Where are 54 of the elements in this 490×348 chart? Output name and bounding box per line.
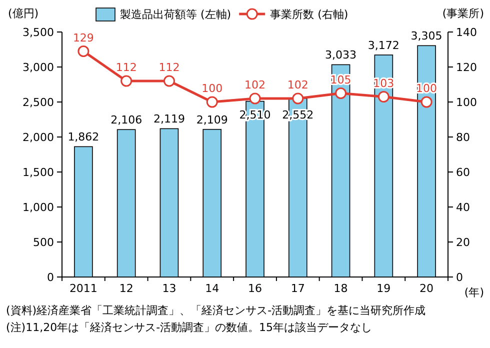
y2-axis-title: (事業所)	[442, 7, 484, 20]
y2-tick-label: 100	[456, 96, 477, 109]
data-label: 2,109	[196, 113, 228, 126]
y2-tick-label: 20	[456, 236, 470, 249]
x-tick-label: 12	[119, 282, 134, 295]
data-label: 1,862	[68, 130, 100, 144]
point	[420, 96, 432, 108]
point	[120, 75, 132, 87]
y-tick-label: 3,000	[22, 61, 54, 74]
y-tick-label: 1,000	[22, 201, 54, 214]
point	[335, 88, 347, 99]
data-label: 129	[72, 31, 94, 44]
data-label: 3,033	[325, 48, 357, 62]
y2-tick-label: 120	[456, 61, 477, 74]
data-label: 112	[158, 61, 180, 74]
data-label: 102	[287, 78, 308, 92]
y2-tick-label: 60	[456, 166, 470, 179]
x-tick-label: 13	[162, 282, 176, 295]
y2-tick-label: 140	[456, 26, 477, 39]
legend-label: 製造品出荷額等 (左軸)	[120, 8, 232, 21]
y2-tick-label: 80	[456, 131, 470, 144]
point	[163, 75, 175, 87]
y-tick-label: 0	[47, 271, 54, 284]
point	[292, 92, 304, 104]
x-axis-title: (年)	[464, 286, 484, 299]
data-label: 112	[116, 61, 137, 74]
data-label: 102	[244, 78, 266, 92]
x-tick-label: 17	[290, 282, 305, 295]
data-label: 2,106	[110, 114, 142, 127]
point	[206, 96, 218, 108]
y-tick-label: 3,500	[22, 26, 54, 39]
x-tick-label: 14	[205, 282, 220, 295]
point	[78, 46, 90, 57]
y2-tick-label: 40	[456, 201, 470, 214]
y-axis-title: (億円)	[8, 7, 39, 20]
point	[378, 91, 390, 102]
data-label: 3,172	[368, 38, 400, 52]
data-label: 3,305	[410, 30, 442, 43]
y-tick-label: 1,500	[22, 166, 54, 179]
y2-tick-label: 0	[456, 271, 463, 284]
text: (注)11,20年は「経済センサス-活動調査」の数値。15年は該当データなし	[6, 321, 372, 334]
data-label: 100	[202, 82, 223, 95]
data-label: 2,119	[153, 112, 185, 126]
y-tick-label: 2,000	[22, 131, 54, 144]
x-tick-label: 19	[376, 282, 391, 295]
y-tick-label: 500	[33, 236, 54, 249]
text: (資料)経済産業省「工業統計調査」、「経済センサス-活動調査」を基に当研究所作成	[6, 304, 426, 317]
y-tick-label: 2,500	[22, 96, 54, 109]
x-tick-label: 18	[334, 282, 348, 295]
x-tick-label: 2011	[69, 282, 98, 295]
x-tick-label: 20	[420, 282, 434, 295]
x-tick-label: 16	[248, 282, 262, 295]
point	[249, 92, 261, 104]
legend-label: 事業所数 (右軸)	[270, 8, 348, 21]
